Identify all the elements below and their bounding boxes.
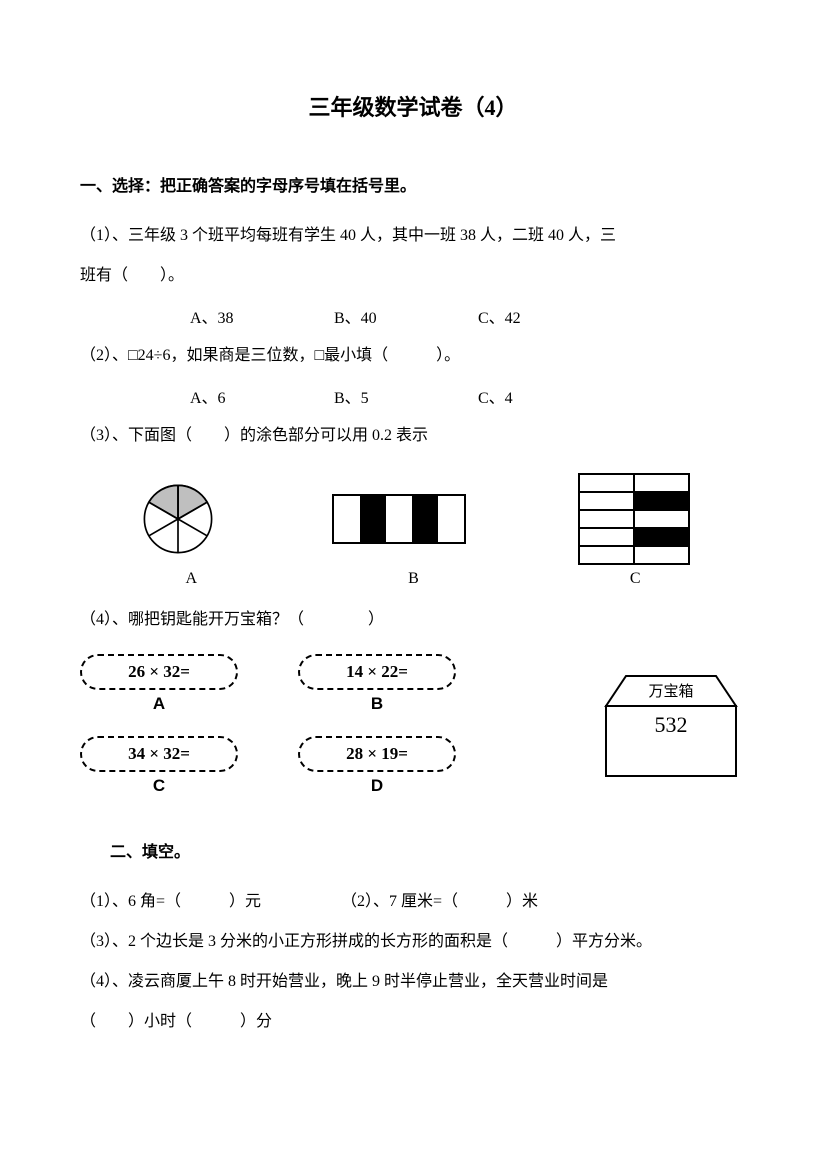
striped-rect-icon [332,494,466,544]
q1-opt-a: A、38 [190,304,330,328]
key-label-b: B [298,694,456,714]
q1-opt-c: C、42 [478,304,521,328]
s2-q2: （2）、7 厘米=（ ）米 [341,882,538,922]
pie-chart-icon [136,477,220,561]
q2-options: A、6 B、5 C、4 [190,384,746,408]
q2-text: （2）、□24÷6，如果商是三位数，□最小填（ ）。 [80,336,746,376]
q3-label-b: B [408,570,419,588]
treasure-box-icon: 万宝箱 532 [596,674,746,789]
key-label-c: C [80,776,238,796]
q1-opt-b: B、40 [334,304,474,328]
q2-opt-c: C、4 [478,384,513,408]
box-label-svg: 万宝箱 [648,683,693,700]
q1-options: A、38 B、40 C、42 [190,304,746,328]
key-cloud-b: 14 × 22= [298,654,456,690]
grid-icon [578,473,690,565]
s2-q1: （1）、6 角=（ ）元 [80,882,261,922]
s2-q3: （3）、2 个边长是 3 分米的小正方形拼成的长方形的面积是（ ）平方分米。 [80,922,746,962]
q2-opt-a: A、6 [190,384,330,408]
q3-label-a: A [186,570,198,588]
section1-heading: 一、选择：把正确答案的字母序号填在括号里。 [80,172,746,196]
q3-text: （3）、下面图（ ）的涂色部分可以用 0.2 表示 [80,416,746,456]
q1-line1: （1）、三年级 3 个班平均每班有学生 40 人，其中一班 38 人，二班 40… [80,216,746,256]
q1-line2: 班有（ ）。 [80,256,746,296]
s2-q4-line2: （ ）小时（ ）分 [80,1002,746,1042]
q4-keys-grid: 26 × 32= A 14 × 22= B 34 × 32= C 28 × 19… [80,654,580,818]
exam-page: 三年级数学试卷（4） 一、选择：把正确答案的字母序号填在括号里。 （1）、三年级… [0,0,826,1169]
q4-row: 26 × 32= A 14 × 22= B 34 × 32= C 28 × 19… [80,654,746,818]
key-cloud-a: 26 × 32= [80,654,238,690]
s2-q4-line1: （4）、凌云商厦上午 8 时开始营业，晚上 9 时半停止营业，全天营业时间是 [80,962,746,1002]
key-label-d: D [298,776,456,796]
q3-figures-row [80,474,746,564]
page-title: 三年级数学试卷（4） [80,90,746,122]
q2-opt-b: B、5 [334,384,474,408]
section2-heading: 二、填空。 [110,838,746,862]
key-cloud-d: 28 × 19= [298,736,456,772]
q4-text: （4）、哪把钥匙能开万宝箱？（ ） [80,600,746,640]
key-cloud-c: 34 × 32= [80,736,238,772]
q3-labels-row: A B C [80,570,746,588]
q3-label-c: C [630,570,641,588]
key-label-a: A [80,694,238,714]
box-value-svg: 532 [655,712,688,737]
